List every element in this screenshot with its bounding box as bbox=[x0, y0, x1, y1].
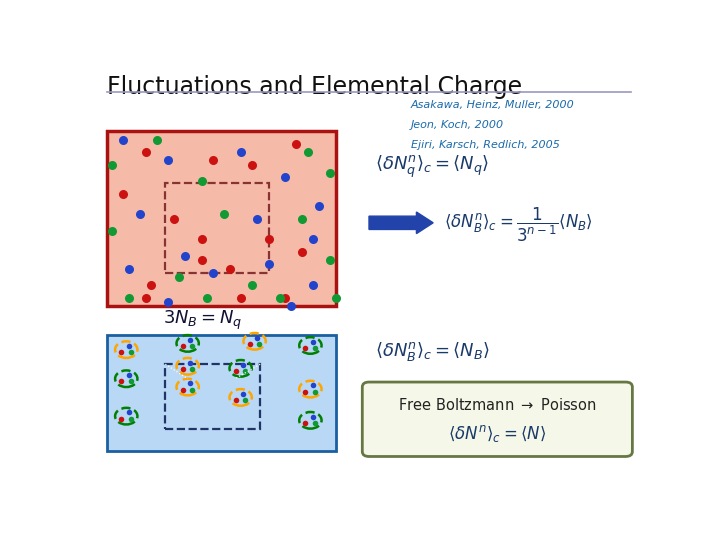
Text: Free Boltzmann $\rightarrow$ Poisson: Free Boltzmann $\rightarrow$ Poisson bbox=[398, 397, 597, 413]
Text: $3N_B = N_q$: $3N_B = N_q$ bbox=[163, 309, 242, 332]
FancyBboxPatch shape bbox=[362, 382, 632, 456]
Text: $\langle \delta N_B^n \rangle_c = \langle N_B \rangle$: $\langle \delta N_B^n \rangle_c = \langl… bbox=[374, 340, 490, 363]
FancyArrow shape bbox=[369, 212, 433, 234]
FancyBboxPatch shape bbox=[107, 131, 336, 306]
Text: $\langle \delta N_q^n \rangle_c = \langle N_q \rangle$: $\langle \delta N_q^n \rangle_c = \langl… bbox=[374, 153, 489, 180]
Text: Ejiri, Karsch, Redlich, 2005: Ejiri, Karsch, Redlich, 2005 bbox=[411, 140, 559, 150]
Text: Jeon, Koch, 2000: Jeon, Koch, 2000 bbox=[411, 120, 504, 130]
Text: Asakawa, Heinz, Muller, 2000: Asakawa, Heinz, Muller, 2000 bbox=[411, 100, 575, 110]
Text: Fluctuations and Elemental Charge: Fluctuations and Elemental Charge bbox=[107, 75, 522, 99]
Text: $\langle \delta N^n \rangle_c = \langle N \rangle$: $\langle \delta N^n \rangle_c = \langle … bbox=[449, 423, 546, 444]
Text: $\langle \delta N_B^n \rangle_c = \dfrac{1}{3^{n-1}} \langle N_B \rangle$: $\langle \delta N_B^n \rangle_c = \dfrac… bbox=[444, 206, 593, 244]
FancyBboxPatch shape bbox=[107, 335, 336, 451]
